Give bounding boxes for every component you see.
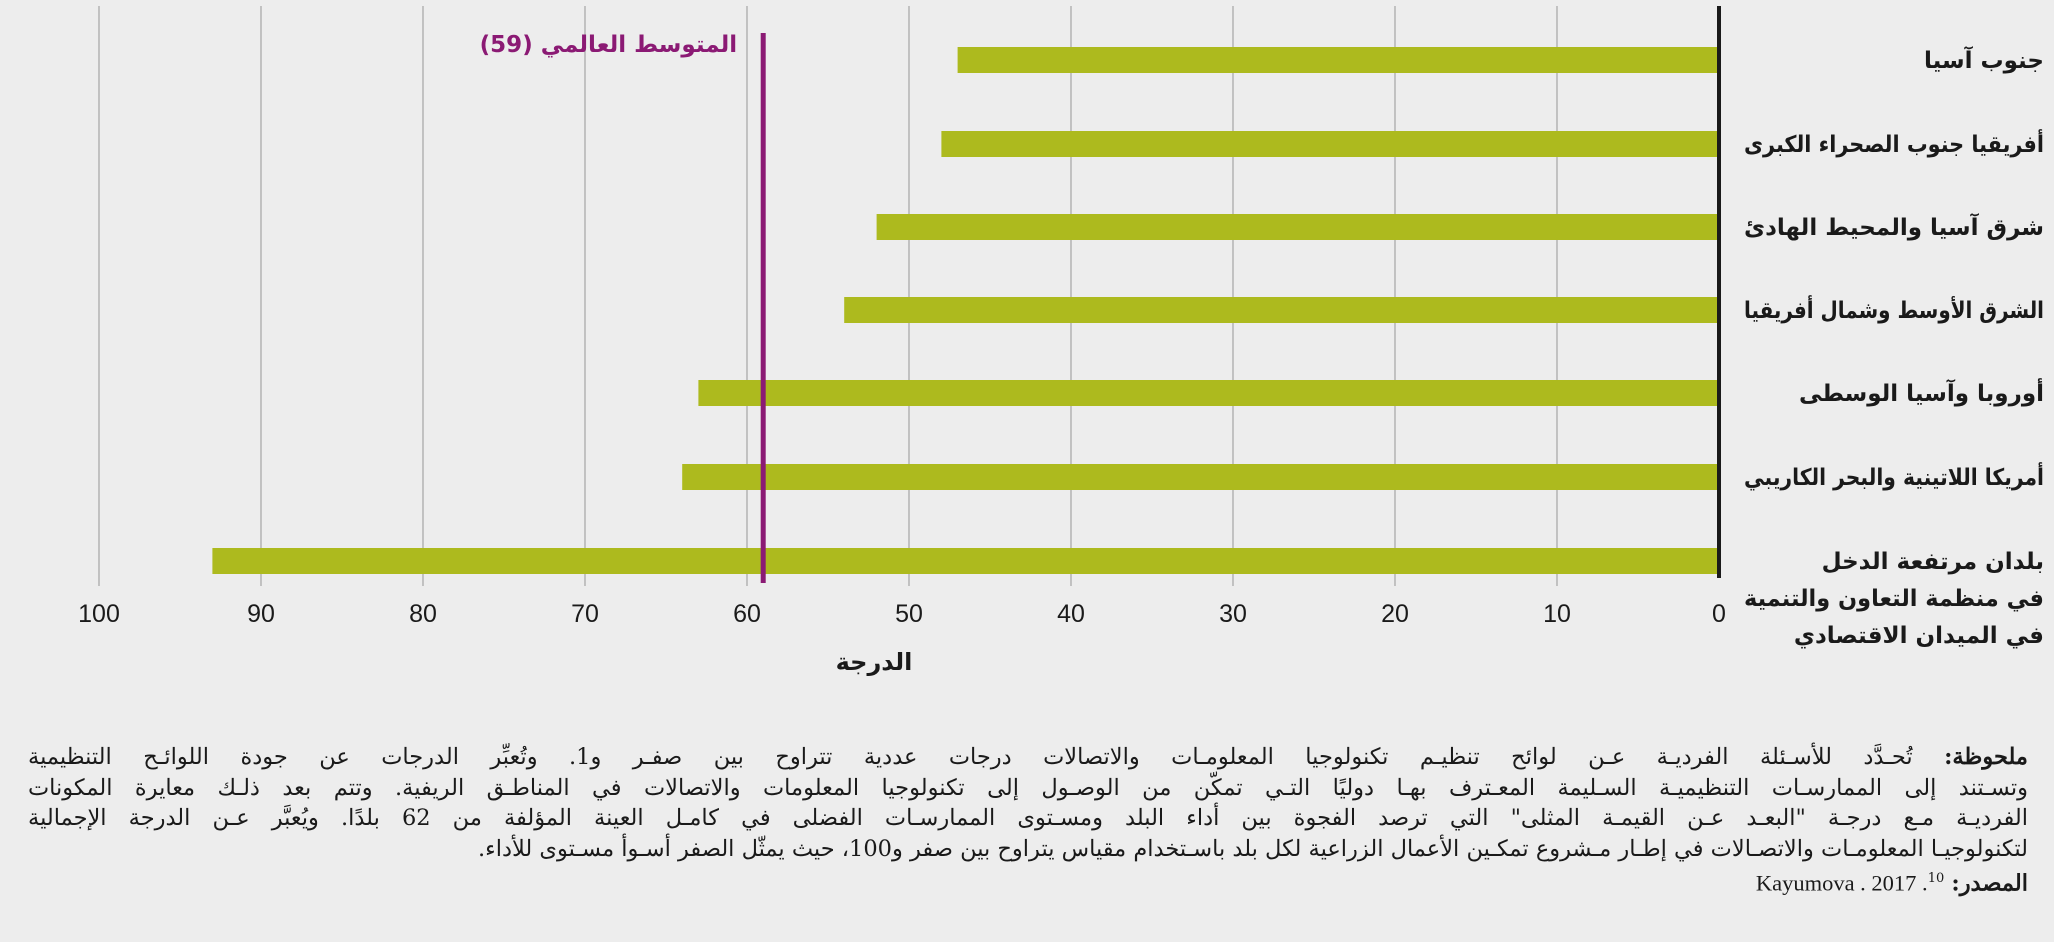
x-tick-labels: 0 10 20 30 40 50 60 70 80 90 100 [78, 600, 1726, 628]
x-tick-label: 40 [1057, 600, 1085, 628]
x-tick-label: 90 [247, 600, 275, 628]
bar [682, 464, 1720, 490]
x-axis-label: الدرجة [836, 648, 913, 676]
x-tick-label: 0 [1712, 600, 1726, 628]
category-label: بلدان مرتفعة الدخل [1822, 549, 2044, 575]
note-line-3: الفرديـة مـع درجـة "البعـد عـن القيمـة ا… [28, 805, 2028, 831]
note-label: ملحوظة: [1944, 744, 2028, 770]
bar [698, 380, 1719, 406]
note-line-4: لتكنولوجيـا المعلومـات والاتصـالات في إط… [477, 835, 2028, 862]
category-label: أمريكا اللاتينية والبحر الكاريبي [1744, 461, 2044, 491]
bars [212, 47, 1720, 574]
note-text: تُحـدَّد للأسـئلة الفرديـة عـن لوائح تنظ… [28, 744, 1913, 770]
bar [844, 297, 1719, 323]
gridlines [98, 6, 1558, 586]
chart-note: ملحوظة: تُحـدَّد للأسـئلة الفرديـة عـن ل… [28, 742, 2028, 899]
bar [212, 548, 1719, 574]
bar [876, 214, 1719, 240]
bar-chart: 0 10 20 30 40 50 60 70 80 90 100 جنوب آسيا أفريقيا … [78, 6, 2044, 676]
x-tick-label: 60 [733, 600, 761, 628]
source-ref: 10 [1927, 871, 1945, 886]
category-label: أفريقيا جنوب الصحراء الكبرى [1744, 128, 2044, 158]
x-tick-label: 100 [78, 600, 120, 628]
source-line: المصدر: Kayumova . 2017 .10 [28, 864, 2028, 899]
bar [941, 131, 1719, 157]
x-tick-label: 30 [1219, 600, 1247, 628]
category-label: الشرق الأوسط وشمال أفريقيا [1744, 294, 2044, 324]
x-tick-label: 20 [1381, 600, 1409, 628]
note-line-2: وتسـتند إلى الممارسـات التنظيميـة السـلي… [28, 774, 2028, 801]
source-text: Kayumova . 2017 . [1755, 870, 1928, 896]
bar [957, 47, 1719, 73]
category-label: في منظمة التعاون والتنمية [1744, 586, 2044, 612]
note-line-1: ملحوظة: تُحـدَّد للأسـئلة الفرديـة عـن ل… [28, 742, 2028, 773]
x-tick-label: 70 [571, 600, 599, 628]
category-label: جنوب آسيا [1924, 45, 2044, 74]
category-label: أوروبا وآسيا الوسطى [1799, 377, 2044, 407]
category-label: في الميدان الاقتصادي [1794, 623, 2044, 649]
x-tick-label: 80 [409, 600, 437, 628]
source-label: المصدر: [1951, 870, 2028, 897]
x-tick-label: 10 [1543, 600, 1571, 628]
category-labels: جنوب آسيا أفريقيا جنوب الصحراء الكبرى شرق … [1744, 45, 2044, 649]
world-average-label: المتوسط العالمي (59) [480, 32, 738, 58]
category-label: شرق آسيا والمحيط الهادئ [1744, 212, 2044, 241]
x-tick-label: 50 [895, 600, 923, 628]
